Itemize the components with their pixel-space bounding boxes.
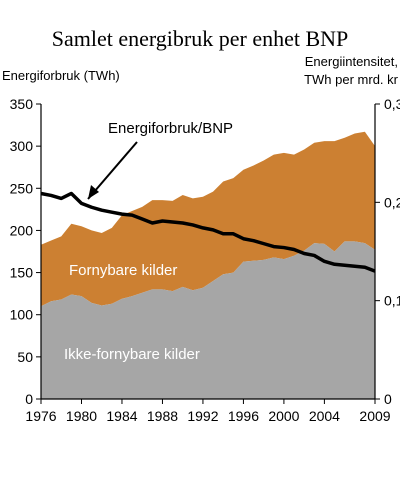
y-axis-right-label-line-2: TWh per mrd. kr: [304, 72, 399, 87]
y-left-tick-label: 150: [10, 265, 34, 281]
y-left-tick-label: 100: [10, 307, 34, 323]
y-left-tick-label: 250: [10, 180, 34, 196]
x-tick-label: 1984: [106, 408, 137, 424]
x-tick-label: 1988: [147, 408, 178, 424]
nonrenewable-area: [41, 241, 375, 399]
y-left-tick-label: 0: [25, 391, 33, 407]
y-left-tick-label: 50: [17, 349, 33, 365]
y-right-tick-label: 0,1: [384, 293, 400, 309]
axes: 1976 1980 1984 1988 1992 1996 2000 2004 20093503…: [10, 96, 400, 424]
y-axis-left-label: Energiforbruk (TWh): [2, 68, 120, 83]
y-left-tick-label: 300: [10, 138, 34, 154]
plot-area: [40, 131, 376, 399]
nonrenewable-area-label: Ikke-fornybare kilder: [64, 346, 200, 363]
intensity-line: [40, 191, 376, 273]
y-axis-right-label-line-1: Energiintensitet,: [305, 54, 398, 69]
x-tick-label: 2004: [309, 408, 340, 424]
x-tick-label: 2000: [268, 408, 299, 424]
chart-title: Samlet energibruk per enhet BNP: [52, 26, 349, 51]
renewable-area: [41, 131, 375, 307]
y-right-tick-label: 0: [384, 391, 392, 407]
x-tick-label: 1992: [187, 408, 218, 424]
x-tick-label: 2009: [359, 408, 390, 424]
x-tick-label: 1976: [25, 408, 56, 424]
intensity-annotation: Energiforbruk/BNP: [108, 120, 233, 137]
x-tick-label: 1980: [66, 408, 97, 424]
y-left-tick-label: 200: [10, 222, 34, 238]
y-right-tick-label: 0,3: [384, 96, 400, 112]
annotation-arrow-head: [88, 185, 99, 199]
x-tick-label: 1996: [228, 408, 259, 424]
y-right-tick-label: 0,2: [384, 194, 400, 210]
y-left-tick-label: 350: [10, 96, 34, 112]
labels: Fornybare kilder Ikke-fornybare kilder Ene…: [64, 120, 233, 363]
renewable-area-label: Fornybare kilder: [69, 262, 177, 279]
annotation-arrow-line: [87, 141, 138, 200]
